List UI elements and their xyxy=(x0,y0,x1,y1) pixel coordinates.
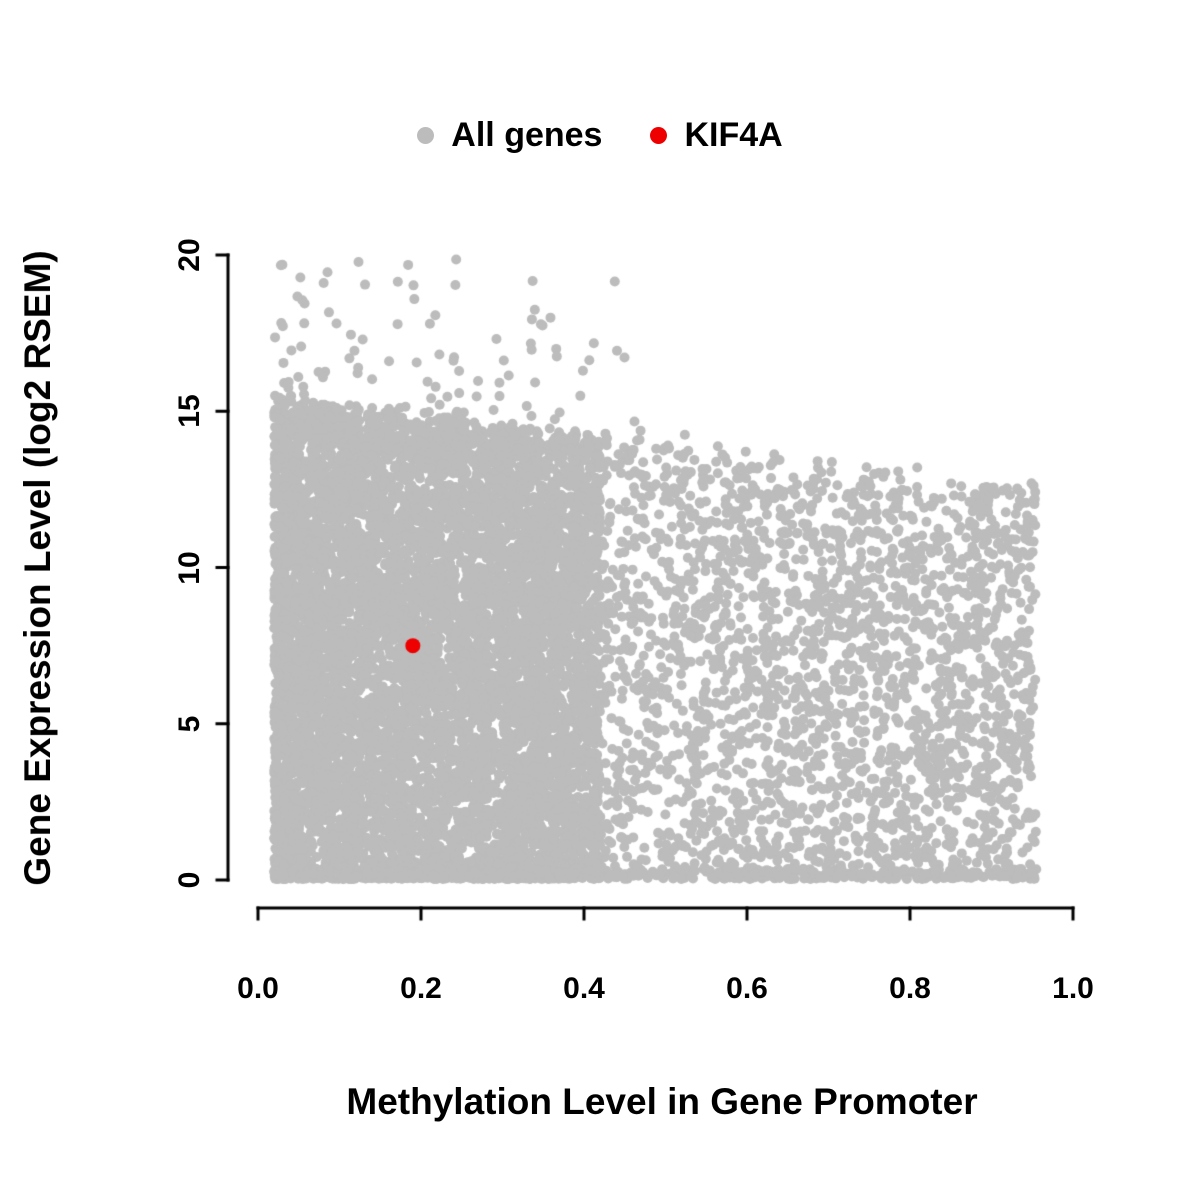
x-tick-label: 0.6 xyxy=(726,972,768,1005)
x-tick-label: 0.4 xyxy=(563,972,605,1005)
y-axis-title: Gene Expression Level (log2 RSEM) xyxy=(17,250,58,886)
all-genes-marker-icon xyxy=(417,126,435,144)
y-tick-label: 20 xyxy=(173,238,206,272)
y-tick-label: 15 xyxy=(173,394,206,428)
legend: All genes KIF4A xyxy=(0,118,1200,152)
y-tick-label: 5 xyxy=(173,715,206,733)
legend-label-kif4a: KIF4A xyxy=(684,116,783,154)
x-tick-label: 0.0 xyxy=(237,972,279,1005)
y-tick-label: 10 xyxy=(173,550,206,585)
legend-item-kif4a: KIF4A xyxy=(650,116,783,154)
x-tick-label: 0.8 xyxy=(889,972,931,1005)
y-tick-label: 0 xyxy=(173,871,206,889)
kif4a-marker-icon xyxy=(650,126,668,144)
x-tick-label: 1.0 xyxy=(1052,972,1094,1005)
legend-label-all-genes: All genes xyxy=(451,116,603,154)
legend-item-all-genes: All genes xyxy=(417,118,602,152)
x-axis-title: Methylation Level in Gene Promoter xyxy=(346,1081,978,1122)
x-tick-label: 0.2 xyxy=(400,972,442,1005)
